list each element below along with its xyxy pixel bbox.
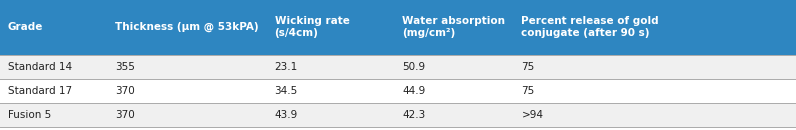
Text: 370: 370 xyxy=(115,110,135,120)
Text: Standard 17: Standard 17 xyxy=(8,86,72,96)
Text: Water absorption
(mg/cm²): Water absorption (mg/cm²) xyxy=(402,16,505,38)
Text: Thickness (μm @ 53kPA): Thickness (μm @ 53kPA) xyxy=(115,22,259,32)
Text: 23.1: 23.1 xyxy=(275,62,298,72)
Text: 34.5: 34.5 xyxy=(275,86,298,96)
Text: Fusion 5: Fusion 5 xyxy=(8,110,51,120)
Text: >94: >94 xyxy=(521,110,544,120)
Text: Grade: Grade xyxy=(8,22,43,32)
Text: 42.3: 42.3 xyxy=(402,110,425,120)
Text: 355: 355 xyxy=(115,62,135,72)
Text: Percent release of gold
conjugate (after 90 s): Percent release of gold conjugate (after… xyxy=(521,16,659,38)
Text: Standard 14: Standard 14 xyxy=(8,62,72,72)
Text: Wicking rate
(s/4cm): Wicking rate (s/4cm) xyxy=(275,16,349,38)
Text: 75: 75 xyxy=(521,62,535,72)
FancyBboxPatch shape xyxy=(0,103,796,127)
FancyBboxPatch shape xyxy=(0,55,796,79)
FancyBboxPatch shape xyxy=(0,0,796,55)
Text: 44.9: 44.9 xyxy=(402,86,425,96)
Text: 370: 370 xyxy=(115,86,135,96)
Text: 75: 75 xyxy=(521,86,535,96)
Text: 50.9: 50.9 xyxy=(402,62,425,72)
Text: 43.9: 43.9 xyxy=(275,110,298,120)
FancyBboxPatch shape xyxy=(0,79,796,103)
